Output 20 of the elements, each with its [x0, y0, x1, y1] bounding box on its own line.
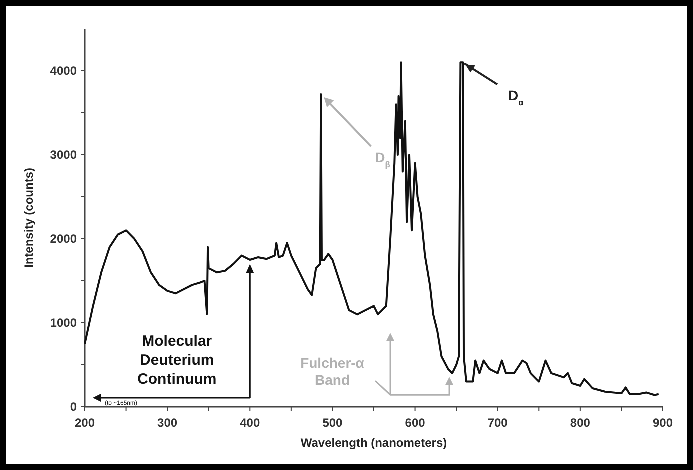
y-tick-label: 1000	[50, 316, 78, 330]
y-tick-label: 2000	[50, 232, 78, 246]
x-tick-label: 700	[488, 416, 508, 430]
x-tick-label: 500	[322, 416, 344, 430]
x-axis-title: Wavelength (nanometers)	[300, 436, 448, 450]
x-tick-label: 600	[405, 416, 426, 430]
x-tick-label: 200	[74, 416, 96, 430]
x-tick-label: 800	[570, 416, 591, 430]
y-tick-label: 3000	[50, 148, 78, 162]
x-tick-label: 900	[652, 416, 674, 430]
annotation: Fulcher-α Band	[300, 355, 365, 388]
annotation: D$_{α}$	[508, 88, 525, 108]
annotation: Molecular Deuterium Continuum	[138, 333, 217, 388]
x-tick-label: 300	[158, 416, 178, 430]
annotation: D$_{β}$	[375, 150, 390, 170]
y-tick-label: 4000	[50, 64, 78, 78]
y-tick-label: 0	[70, 400, 78, 414]
y-axis-title: Intensity (counts)	[22, 168, 36, 268]
line-series	[84, 62, 660, 396]
x-tick-label: 400	[240, 416, 260, 430]
